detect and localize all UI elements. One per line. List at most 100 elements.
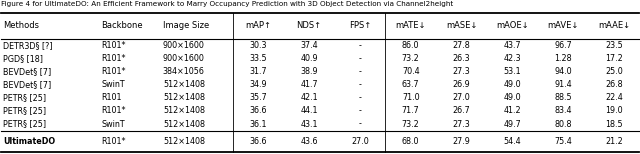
Text: PETR§ [25]: PETR§ [25] <box>3 120 46 129</box>
Text: 42.1: 42.1 <box>300 93 318 102</box>
Text: 512×1408: 512×1408 <box>163 106 205 116</box>
Text: 43.6: 43.6 <box>300 137 318 146</box>
Text: 71.0: 71.0 <box>402 93 420 102</box>
Text: 26.9: 26.9 <box>452 80 470 89</box>
Text: 25.0: 25.0 <box>605 67 623 76</box>
Text: 42.3: 42.3 <box>504 54 521 63</box>
Text: 384×1056: 384×1056 <box>163 67 205 76</box>
Text: 36.1: 36.1 <box>250 120 267 129</box>
Text: 512×1408: 512×1408 <box>163 80 205 89</box>
Text: 49.0: 49.0 <box>504 80 521 89</box>
Text: BEVDet§ [7]: BEVDet§ [7] <box>3 80 51 89</box>
Text: mATE↓: mATE↓ <box>396 21 426 30</box>
Text: 70.4: 70.4 <box>402 67 420 76</box>
Text: 44.1: 44.1 <box>300 106 318 116</box>
Text: SwinT: SwinT <box>101 120 125 129</box>
Text: -: - <box>358 54 362 63</box>
Text: 27.0: 27.0 <box>351 137 369 146</box>
Text: 18.5: 18.5 <box>605 120 623 129</box>
Text: 33.5: 33.5 <box>250 54 267 63</box>
Text: Figure 4 for UltimateDO: An Efficient Framework to Marry Occupancy Prediction wi: Figure 4 for UltimateDO: An Efficient Fr… <box>1 1 453 7</box>
Text: 43.1: 43.1 <box>300 120 318 129</box>
Text: 21.2: 21.2 <box>605 137 623 146</box>
Text: 36.6: 36.6 <box>250 106 267 116</box>
Text: 23.5: 23.5 <box>605 41 623 50</box>
Text: R101*: R101* <box>101 106 125 116</box>
Text: 30.3: 30.3 <box>250 41 267 50</box>
Text: -: - <box>358 106 362 116</box>
Text: 37.4: 37.4 <box>300 41 318 50</box>
Text: mAAE↓: mAAE↓ <box>598 21 630 30</box>
Text: 68.0: 68.0 <box>402 137 419 146</box>
Text: 900×1600: 900×1600 <box>163 41 205 50</box>
Text: 40.9: 40.9 <box>300 54 318 63</box>
Text: 83.4: 83.4 <box>554 106 572 116</box>
Text: Methods: Methods <box>3 21 39 30</box>
Text: BEVDet§ [7]: BEVDet§ [7] <box>3 67 51 76</box>
Text: 43.7: 43.7 <box>504 41 521 50</box>
Text: NDS↑: NDS↑ <box>296 21 322 30</box>
Text: 88.5: 88.5 <box>554 93 572 102</box>
Text: 26.8: 26.8 <box>605 80 623 89</box>
Text: 53.1: 53.1 <box>504 67 521 76</box>
Text: mAP↑: mAP↑ <box>245 21 271 30</box>
Text: 26.3: 26.3 <box>452 54 470 63</box>
Text: 86.0: 86.0 <box>402 41 419 50</box>
Text: 900×1600: 900×1600 <box>163 54 205 63</box>
Text: FPS↑: FPS↑ <box>349 21 371 30</box>
Text: mASE↓: mASE↓ <box>446 21 477 30</box>
Text: R101*: R101* <box>101 41 125 50</box>
Text: R101: R101 <box>101 93 122 102</box>
Text: 1.28: 1.28 <box>554 54 572 63</box>
Text: 41.2: 41.2 <box>504 106 521 116</box>
Text: 19.0: 19.0 <box>605 106 623 116</box>
Text: SwinT: SwinT <box>101 80 125 89</box>
Text: 38.9: 38.9 <box>300 67 318 76</box>
Text: 49.0: 49.0 <box>504 93 521 102</box>
Text: 27.9: 27.9 <box>452 137 470 146</box>
Text: 27.3: 27.3 <box>452 67 470 76</box>
Text: 73.2: 73.2 <box>402 54 420 63</box>
Text: 27.3: 27.3 <box>452 120 470 129</box>
Text: PETR§ [25]: PETR§ [25] <box>3 106 46 116</box>
Text: 80.8: 80.8 <box>554 120 572 129</box>
Text: 31.7: 31.7 <box>250 67 267 76</box>
Text: 512×1408: 512×1408 <box>163 120 205 129</box>
Text: UltimateDO: UltimateDO <box>3 137 56 146</box>
Text: 71.7: 71.7 <box>402 106 420 116</box>
Text: 96.7: 96.7 <box>554 41 572 50</box>
Text: Backbone: Backbone <box>101 21 143 30</box>
Text: 512×1408: 512×1408 <box>163 137 205 146</box>
Text: -: - <box>358 80 362 89</box>
Text: mAVE↓: mAVE↓ <box>547 21 579 30</box>
Text: 34.9: 34.9 <box>250 80 267 89</box>
Text: 36.6: 36.6 <box>250 137 267 146</box>
Text: PETR§ [25]: PETR§ [25] <box>3 93 46 102</box>
Text: 26.7: 26.7 <box>452 106 470 116</box>
Text: mAOE↓: mAOE↓ <box>496 21 529 30</box>
Text: 54.4: 54.4 <box>504 137 521 146</box>
Text: 49.7: 49.7 <box>504 120 521 129</box>
Text: 41.7: 41.7 <box>300 80 318 89</box>
Text: 27.8: 27.8 <box>452 41 470 50</box>
Text: DETR3D§ [?]: DETR3D§ [?] <box>3 41 53 50</box>
Text: 512×1408: 512×1408 <box>163 93 205 102</box>
Text: R101*: R101* <box>101 67 125 76</box>
Text: 75.4: 75.4 <box>554 137 572 146</box>
Text: 73.2: 73.2 <box>402 120 420 129</box>
Text: PGD§ [18]: PGD§ [18] <box>3 54 44 63</box>
Text: -: - <box>358 41 362 50</box>
Text: R101*: R101* <box>101 54 125 63</box>
Text: 35.7: 35.7 <box>250 93 267 102</box>
Text: 63.7: 63.7 <box>402 80 420 89</box>
Text: 94.0: 94.0 <box>554 67 572 76</box>
Text: -: - <box>358 93 362 102</box>
Text: R101*: R101* <box>101 137 125 146</box>
Text: 17.2: 17.2 <box>605 54 623 63</box>
Text: 27.0: 27.0 <box>452 93 470 102</box>
Text: 22.4: 22.4 <box>605 93 623 102</box>
Text: -: - <box>358 67 362 76</box>
Text: -: - <box>358 120 362 129</box>
Text: Image Size: Image Size <box>163 21 209 30</box>
Text: 91.4: 91.4 <box>554 80 572 89</box>
